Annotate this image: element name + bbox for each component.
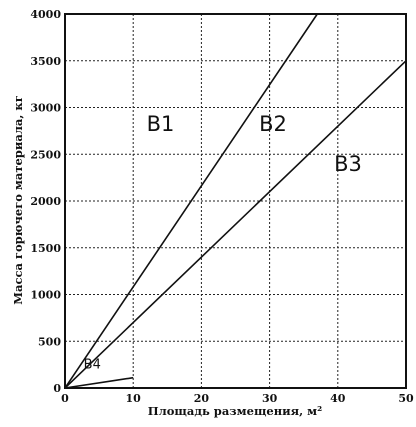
series-line-2 bbox=[64, 60, 407, 389]
region-label: В1 bbox=[147, 112, 175, 136]
y-tick-label: 500 bbox=[38, 335, 61, 348]
y-tick-label: 2500 bbox=[30, 148, 61, 161]
y-tick-label: 1500 bbox=[30, 242, 61, 255]
y-axis-title: Масса горючего материала, кг bbox=[11, 95, 25, 304]
region-labels: В1 В2 В3 В4 bbox=[84, 112, 362, 372]
series-line-3 bbox=[64, 376, 134, 389]
x-axis-title: Площадь размещения, м² bbox=[148, 404, 322, 418]
y-tick-label: 3500 bbox=[30, 55, 61, 68]
y-tick-label: 1000 bbox=[30, 289, 61, 302]
x-tick-labels: 0 10 20 30 40 50 bbox=[61, 392, 414, 405]
grid bbox=[65, 14, 406, 388]
x-tick-label: 40 bbox=[330, 392, 346, 405]
region-label: В2 bbox=[259, 112, 287, 136]
y-tick-label: 4000 bbox=[30, 8, 61, 21]
y-tick-label: 3000 bbox=[30, 102, 61, 115]
y-tick-label: 2000 bbox=[30, 195, 61, 208]
y-tick-label: 0 bbox=[53, 382, 61, 395]
x-tick-label: 20 bbox=[194, 392, 210, 405]
region-label: В4 bbox=[84, 357, 101, 372]
region-label: В3 bbox=[334, 152, 362, 176]
y-tick-labels: 0 500 1000 1500 2000 2500 3000 3500 4000 bbox=[30, 8, 61, 395]
series-line-1 bbox=[64, 13, 318, 389]
series-lines bbox=[64, 13, 407, 389]
plot-frame bbox=[64, 13, 407, 389]
x-tick-label: 50 bbox=[398, 392, 414, 405]
x-tick-label: 30 bbox=[262, 392, 278, 405]
x-tick-label: 0 bbox=[61, 392, 69, 405]
x-tick-label: 10 bbox=[126, 392, 142, 405]
